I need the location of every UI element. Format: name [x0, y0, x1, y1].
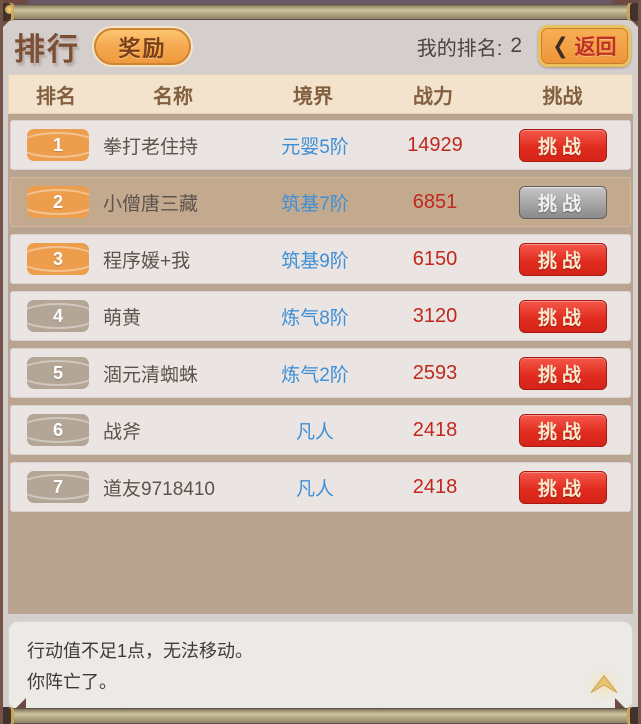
power-value: 6851: [412, 190, 458, 213]
challenge-button[interactable]: 挑战: [518, 356, 607, 390]
realm-text: 炼气2阶: [281, 364, 349, 386]
player-name: 涸元清蜘蛛: [103, 364, 199, 386]
realm-text: 筑基9阶: [281, 250, 349, 272]
power-value: 2593: [412, 361, 458, 384]
column-header-rank: 排名: [36, 85, 76, 108]
table-row: 4 萌黄 炼气8阶 3120 挑战: [10, 291, 631, 341]
top-bar: 排行 奖励 我的排名: 2 ❮ 返回: [14, 22, 631, 70]
realm-text: 筑基7阶: [281, 193, 349, 215]
table-row: 6 战斧 凡人 2418 挑战: [10, 405, 631, 455]
table-row: 5 涸元清蜘蛛 炼气2阶 2593 挑战: [10, 348, 631, 398]
power-value: 2418: [412, 418, 458, 441]
collapse-panel-button[interactable]: [584, 665, 624, 705]
log-message: 你阵亡了。: [27, 672, 117, 692]
realm-text: 凡人: [295, 421, 334, 443]
bottom-scroll-rod: [0, 707, 641, 724]
table-row: 7 道友9718410 凡人 2418 挑战: [10, 462, 631, 512]
power-value: 3120: [412, 304, 458, 327]
realm-text: 凡人: [295, 478, 334, 500]
rank-badge: 1: [27, 129, 89, 161]
player-name: 拳打老住持: [103, 136, 199, 158]
power-value: 14929: [407, 133, 463, 156]
column-header-name: 名称: [153, 85, 193, 108]
log-message: 行动值不足1点，无法移动。: [27, 641, 254, 661]
my-rank-label: 我的排名:: [416, 37, 503, 60]
collapse-up-icon: [590, 674, 618, 693]
back-button-label: 返回: [574, 36, 617, 59]
challenge-button[interactable]: 挑战: [518, 242, 607, 276]
column-header-power: 战力: [413, 85, 453, 108]
player-name: 小僧唐三藏: [103, 193, 199, 215]
challenge-button[interactable]: 挑战: [518, 128, 607, 162]
rank-badge: 5: [27, 357, 89, 389]
table-row-self: 2 小僧唐三藏 筑基7阶 6851 挑战: [10, 177, 631, 227]
rod-knob-icon: [5, 5, 14, 14]
reward-button[interactable]: 奖励: [94, 27, 191, 65]
player-name: 道友9718410: [103, 478, 215, 500]
challenge-button[interactable]: 挑战: [518, 470, 607, 504]
player-name: 战斧: [103, 421, 142, 443]
challenge-button[interactable]: 挑战: [518, 413, 607, 447]
realm-text: 炼气8阶: [281, 307, 349, 329]
power-value: 6150: [412, 247, 458, 270]
player-name: 萌黄: [103, 307, 142, 329]
back-chevron-icon: ❮: [552, 33, 569, 59]
rank-badge: 3: [27, 243, 89, 275]
table-row: 3 程序媛+我 筑基9阶 6150 挑战: [10, 234, 631, 284]
rank-badge: 6: [27, 414, 89, 446]
ranking-table: 排名 名称 境界 战力 挑战 1 拳打老住持 元婴5阶 14929 挑战 2 小…: [8, 74, 633, 614]
player-name: 程序媛+我: [103, 250, 191, 272]
challenge-button-disabled: 挑战: [518, 185, 607, 219]
top-scroll-rod: [0, 3, 641, 21]
column-header-realm: 境界: [293, 85, 333, 108]
rank-badge: 2: [27, 186, 89, 218]
rank-badge: 7: [27, 471, 89, 503]
battle-log-panel: 行动值不足1点，无法移动。 你阵亡了。: [8, 621, 633, 710]
table-header: 排名 名称 境界 战力 挑战: [8, 74, 633, 114]
column-header-challenge: 挑战: [542, 85, 583, 108]
power-value: 2418: [412, 475, 458, 498]
challenge-button[interactable]: 挑战: [518, 299, 607, 333]
back-button[interactable]: ❮ 返回: [538, 25, 631, 67]
my-rank-value: 2: [510, 34, 522, 57]
page-title: 排行: [14, 31, 80, 67]
table-row: 1 拳打老住持 元婴5阶 14929 挑战: [10, 120, 631, 170]
rank-badge: 4: [27, 300, 89, 332]
top-strip: [0, 0, 641, 6]
realm-text: 元婴5阶: [281, 136, 349, 158]
my-rank: 我的排名: 2: [417, 32, 522, 61]
